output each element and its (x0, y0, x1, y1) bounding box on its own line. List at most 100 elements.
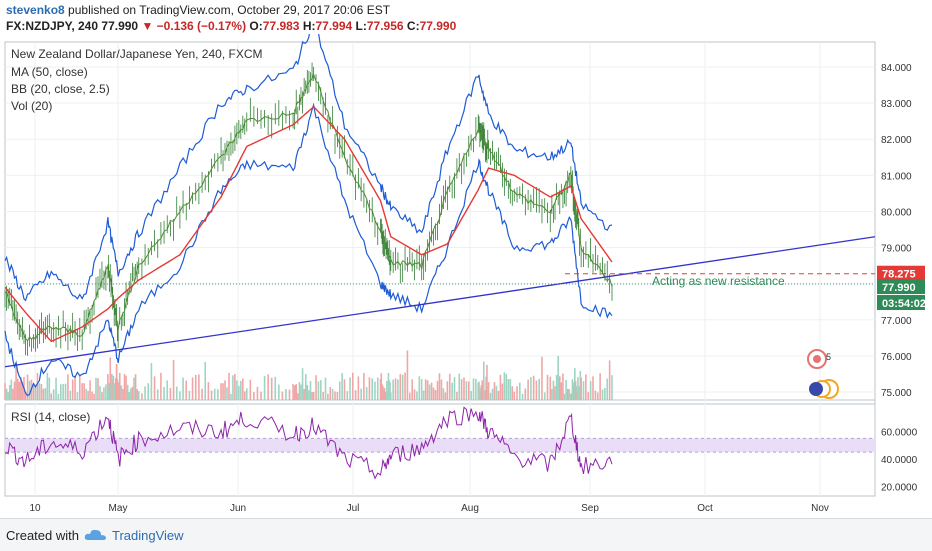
volume-bar (557, 355, 559, 400)
volume-bar (71, 379, 74, 400)
volume-bar (230, 393, 232, 400)
time-tick-label: May (109, 503, 128, 514)
volume-bar (169, 387, 172, 400)
volume-bar (519, 382, 521, 400)
volume-bar (527, 379, 529, 400)
volume-bar (549, 376, 552, 400)
volume-bar (217, 389, 219, 400)
vol-legend: Vol (20) (11, 99, 52, 113)
price-tick-label: 83.000 (881, 99, 912, 110)
volume-bar (501, 383, 504, 400)
volume-bar (21, 381, 24, 400)
volume-bar (298, 381, 301, 400)
last-price: 77.990 (101, 19, 139, 33)
volume-bar (172, 360, 175, 400)
volume-bar (105, 384, 107, 400)
high-label: H: (302, 19, 316, 33)
time-tick-label: Nov (811, 503, 829, 514)
volume-bar (137, 391, 140, 400)
price-tick-label: 79.000 (881, 244, 912, 255)
volume-bar (552, 380, 555, 400)
volume-bar (144, 386, 146, 400)
volume-bar (551, 389, 553, 400)
chart-header: stevenko8 published on TradingView.com, … (0, 0, 932, 34)
volume-bar (465, 381, 468, 400)
volume-bar (555, 374, 558, 400)
volume-bar (204, 361, 207, 400)
volume-bar (297, 393, 299, 400)
ma-line (4, 105, 613, 343)
volume-bar (185, 380, 188, 400)
low-value: 77.956 (366, 19, 404, 33)
down-arrow-icon: ▼ (141, 19, 154, 33)
volume-bar (535, 380, 538, 400)
volume-bar (374, 381, 376, 400)
volume-bar (107, 374, 109, 400)
volume-bar (336, 391, 339, 400)
news-circle-icon[interactable] (809, 382, 823, 396)
volume-bar (312, 392, 315, 400)
volume-bar (44, 388, 47, 400)
volume-bar (238, 385, 240, 400)
volume-bar (444, 392, 447, 400)
countdown-badge: 03:54:02 (882, 298, 926, 310)
volume-bar (451, 382, 453, 400)
volume-bar (153, 376, 156, 400)
volume-bar (99, 386, 101, 400)
volume-bar (292, 384, 294, 400)
volume-bar (226, 387, 228, 400)
event-icons[interactable]: 5 (807, 349, 839, 399)
volume-bar (253, 392, 255, 400)
volume-bar (334, 391, 336, 400)
volume-bar (136, 389, 138, 400)
volume-bar (201, 388, 203, 400)
resistance-annotation: Acting as new resistance (652, 274, 785, 288)
volume-bar (363, 373, 365, 400)
volume-bar (390, 392, 392, 400)
volume-bar (472, 378, 475, 400)
volume-bar (404, 372, 406, 400)
volume-bar (12, 388, 14, 400)
volume-bar (207, 382, 210, 400)
volume-bar (260, 391, 262, 400)
volume-bar (456, 391, 458, 400)
volume-bar (295, 384, 298, 400)
volume-bar (93, 393, 95, 400)
open-value: 77.983 (262, 19, 300, 33)
volume-bar (499, 374, 502, 400)
volume-bar (141, 393, 143, 400)
volume-bar (267, 374, 269, 400)
volume-bar (546, 374, 549, 400)
resistance-price-badge: 78.275 (882, 269, 916, 281)
volume-bar (308, 390, 310, 400)
volume-bar (532, 375, 535, 400)
event-count: 5 (826, 352, 831, 362)
chart-area[interactable]: 84.00083.00082.00081.00080.00079.00078.0… (0, 34, 932, 518)
volume-bar (360, 388, 362, 400)
volume-bar (418, 376, 421, 400)
resistance-price-badge-bg (877, 265, 925, 281)
volume-bar (101, 392, 103, 400)
volume-bar (497, 390, 500, 400)
volume-bar (179, 391, 181, 400)
volume-bar (430, 382, 433, 400)
volume-bar (434, 390, 437, 400)
author-link[interactable]: stevenko8 (6, 3, 65, 17)
volume-bar (234, 373, 236, 400)
price-tick-label: 81.000 (881, 171, 912, 182)
ma-legend: MA (50, close) (11, 65, 88, 79)
volume-bar (538, 378, 540, 400)
volume-bar (131, 386, 134, 400)
publish-line: stevenko8 published on TradingView.com, … (6, 3, 390, 17)
price-tick-label: 80.000 (881, 207, 912, 218)
volume-bar (486, 364, 488, 400)
volume-bar (48, 377, 51, 400)
tradingview-brand[interactable]: TradingView (112, 528, 184, 543)
last-price-badge: 77.990 (882, 282, 916, 294)
volume-bar (392, 379, 394, 400)
volume-bar (83, 383, 85, 400)
volume-bar (426, 380, 429, 400)
volume-bar (568, 389, 571, 400)
volume-bar (467, 381, 470, 400)
price-tick-label: 77.000 (881, 316, 912, 327)
